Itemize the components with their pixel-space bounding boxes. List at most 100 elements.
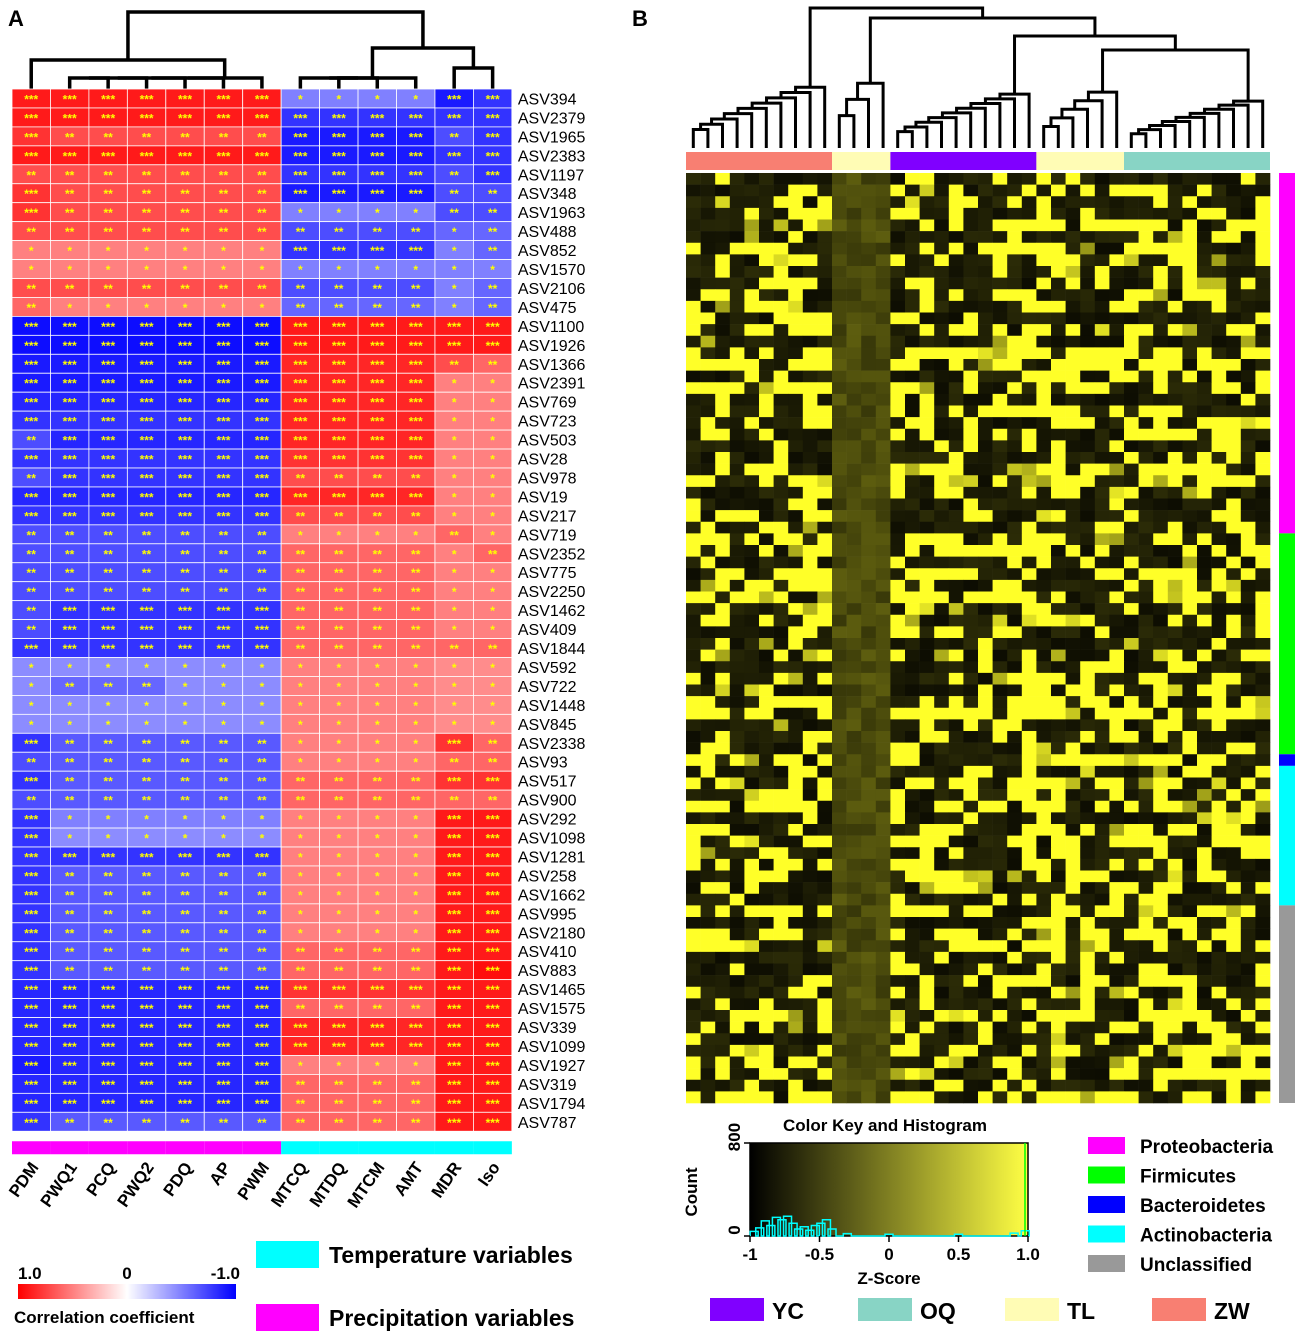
heatmap-cell	[861, 1021, 877, 1034]
significance-stars: **	[65, 945, 75, 959]
heatmap-cell	[802, 463, 818, 476]
dendrogram-branch	[691, 128, 710, 148]
heatmap-cell	[1021, 684, 1037, 697]
heatmap-cell	[1226, 1056, 1242, 1069]
heatmap-cell	[1153, 614, 1169, 627]
heatmap-cell	[905, 742, 920, 755]
significance-stars: *	[490, 699, 495, 713]
asv-label: ASV1366	[518, 357, 586, 374]
heatmap-cell	[1051, 533, 1066, 546]
heatmap-cell	[744, 1021, 760, 1034]
heatmap-cell	[1021, 207, 1037, 220]
heatmap-cell	[744, 207, 760, 220]
significance-stars: *	[67, 813, 72, 827]
heatmap-cell	[773, 614, 789, 627]
heatmap-cell	[802, 765, 818, 778]
heatmap-cell	[1167, 905, 1183, 918]
heatmap-cell	[1138, 545, 1154, 557]
heatmap-cell	[1051, 649, 1066, 662]
heatmap-cell	[817, 521, 833, 534]
heatmap-cell	[846, 719, 862, 732]
heatmap-cell	[1211, 510, 1227, 523]
heatmap-cell	[978, 452, 993, 464]
heatmap-cell	[686, 824, 701, 836]
heatmap-cell	[978, 393, 993, 406]
heatmap-cell	[919, 370, 935, 383]
heatmap-cell	[1109, 1091, 1125, 1104]
significance-stars: *	[452, 718, 457, 732]
heatmap-cell	[773, 173, 789, 185]
heatmap-cell	[686, 463, 701, 476]
heatmap-cell	[1080, 1033, 1096, 1046]
heatmap-cell	[802, 219, 818, 232]
heatmap-cell	[773, 998, 789, 1011]
significance-stars: ***	[24, 945, 38, 959]
heatmap-cell	[1153, 370, 1169, 383]
heatmap-cell	[992, 475, 1008, 488]
heatmap-cell	[890, 812, 906, 825]
heatmap-cell	[1080, 951, 1096, 964]
heatmap-cell	[1094, 277, 1110, 290]
heatmap-cell	[1036, 521, 1052, 534]
heatmap-cell	[700, 300, 716, 313]
heatmap-cell	[1167, 556, 1183, 569]
significance-stars: **	[142, 547, 152, 561]
significance-stars: **	[27, 756, 37, 770]
heatmap-cell	[788, 417, 804, 430]
significance-stars: **	[180, 756, 190, 770]
heatmap-cell	[861, 335, 877, 348]
heatmap-cell	[1109, 533, 1125, 546]
heatmap-cell	[1240, 789, 1256, 802]
significance-stars: ***	[447, 945, 461, 959]
heatmap-cell	[1138, 312, 1154, 325]
heatmap-cell	[1153, 452, 1169, 464]
heatmap-cell	[773, 719, 789, 732]
heatmap-cell	[729, 719, 745, 732]
heatmap-cell	[1197, 1033, 1212, 1046]
significance-stars: ***	[409, 983, 423, 997]
heatmap-cell	[1021, 754, 1037, 767]
significance-stars: **	[219, 1116, 229, 1130]
significance-stars: **	[180, 794, 190, 808]
significance-stars: *	[298, 661, 303, 675]
significance-stars: *	[413, 832, 418, 846]
heatmap-cell	[978, 231, 993, 244]
significance-stars: ***	[293, 244, 307, 258]
heatmap-cell	[817, 1068, 833, 1081]
significance-stars: **	[373, 604, 383, 618]
significance-stars: **	[27, 434, 37, 448]
heatmap-cell	[1167, 940, 1183, 953]
significance-stars: ***	[178, 1059, 192, 1073]
significance-stars: **	[180, 945, 190, 959]
significance-stars: **	[411, 604, 421, 618]
heatmap-cell	[905, 440, 920, 453]
heatmap-cell	[773, 242, 789, 255]
significance-stars: ***	[101, 509, 115, 523]
significance-stars: ***	[24, 1059, 38, 1073]
heatmap-cell	[1240, 312, 1256, 325]
heatmap-cell	[1109, 521, 1125, 534]
heatmap-cell	[832, 533, 847, 546]
heatmap-cell	[817, 1021, 833, 1034]
heatmap-cell	[729, 1056, 745, 1069]
heatmap-cell	[700, 905, 716, 918]
heatmap-cell	[1182, 1091, 1198, 1104]
heatmap-cell	[905, 486, 920, 499]
heatmap-cell	[1094, 614, 1110, 627]
heatmap-cell	[686, 870, 701, 883]
significance-stars: **	[103, 737, 113, 751]
heatmap-cell	[1109, 614, 1125, 627]
heatmap-cell	[1255, 614, 1271, 627]
heatmap-cell	[715, 289, 731, 302]
heatmap-cell	[1080, 405, 1096, 418]
heatmap-cell	[1211, 533, 1227, 546]
heatmap-cell	[1138, 1010, 1154, 1022]
heatmap-cell	[715, 1044, 731, 1057]
significance-stars: **	[103, 130, 113, 144]
heatmap-cell	[905, 672, 920, 685]
heatmap-cell	[686, 626, 701, 639]
heatmap-cell	[1182, 184, 1198, 197]
heatmap-cell	[1240, 800, 1256, 813]
significance-stars: ***	[140, 92, 154, 106]
heatmap-cell	[919, 359, 935, 371]
